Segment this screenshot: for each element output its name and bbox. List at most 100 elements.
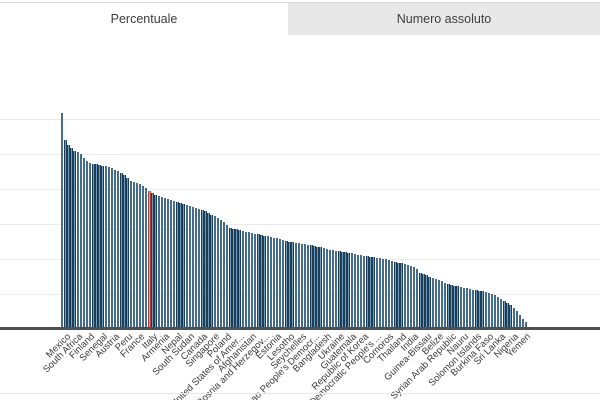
bar[interactable] xyxy=(285,240,288,327)
bar[interactable] xyxy=(338,251,341,327)
bar[interactable] xyxy=(70,148,73,327)
tab-percentuale[interactable]: Percentuale xyxy=(0,3,288,35)
bar[interactable] xyxy=(481,291,484,327)
bar[interactable] xyxy=(76,151,79,327)
bar[interactable] xyxy=(67,145,70,327)
bar[interactable] xyxy=(378,258,382,327)
bar[interactable] xyxy=(95,163,98,327)
bar[interactable] xyxy=(391,261,394,327)
bar[interactable] xyxy=(173,200,176,327)
bar[interactable] xyxy=(198,209,201,327)
bar[interactable] xyxy=(260,234,263,327)
bar[interactable] xyxy=(163,197,167,327)
bar[interactable] xyxy=(85,160,89,327)
bar[interactable] xyxy=(509,304,512,327)
bar[interactable] xyxy=(453,285,456,327)
bar[interactable] xyxy=(229,227,232,327)
bar[interactable] xyxy=(201,209,204,327)
bar[interactable] xyxy=(521,319,525,327)
bar[interactable] xyxy=(207,212,210,327)
bar[interactable] xyxy=(328,249,332,327)
bar[interactable] xyxy=(64,139,67,327)
bar[interactable] xyxy=(300,243,304,327)
bar[interactable] xyxy=(247,231,251,327)
bar[interactable] xyxy=(475,289,478,327)
bar[interactable] xyxy=(278,239,282,327)
bar[interactable] xyxy=(89,163,92,327)
bar[interactable] xyxy=(394,261,397,327)
bar[interactable] xyxy=(132,181,135,327)
bar-highlighted[interactable] xyxy=(148,190,151,327)
bar[interactable] xyxy=(359,255,363,327)
bar[interactable] xyxy=(101,166,104,327)
bar[interactable] xyxy=(437,279,441,327)
bar[interactable] xyxy=(462,288,466,327)
bar[interactable] xyxy=(166,199,170,327)
bar[interactable] xyxy=(303,243,307,327)
bar[interactable] xyxy=(428,276,431,327)
bar[interactable] xyxy=(254,233,257,327)
bar[interactable] xyxy=(176,202,179,327)
bar[interactable] xyxy=(465,288,469,327)
bar[interactable] xyxy=(216,218,220,327)
bar[interactable] xyxy=(310,245,313,327)
bar[interactable] xyxy=(415,269,419,327)
bar[interactable] xyxy=(347,252,350,327)
bar[interactable] xyxy=(431,277,434,327)
bar[interactable] xyxy=(307,245,310,327)
bar[interactable] xyxy=(288,242,291,327)
bar[interactable] xyxy=(226,224,229,327)
bar[interactable] xyxy=(412,267,416,327)
bar[interactable] xyxy=(447,283,450,327)
bar[interactable] xyxy=(138,184,142,327)
bar[interactable] xyxy=(372,257,375,327)
bar[interactable] xyxy=(73,151,76,327)
bar[interactable] xyxy=(344,252,347,327)
bar[interactable] xyxy=(213,215,216,327)
bar[interactable] xyxy=(120,172,123,327)
bar[interactable] xyxy=(419,273,422,327)
bar[interactable] xyxy=(518,315,522,327)
bar[interactable] xyxy=(291,242,294,327)
bar[interactable] xyxy=(493,294,497,327)
bar[interactable] xyxy=(179,203,182,327)
bar[interactable] xyxy=(219,220,223,327)
bar[interactable] xyxy=(363,255,366,327)
bar[interactable] xyxy=(512,307,515,327)
bar[interactable] xyxy=(107,166,111,327)
bar[interactable] xyxy=(440,280,444,327)
bar[interactable] xyxy=(154,194,157,327)
bar[interactable] xyxy=(275,237,279,327)
bar[interactable] xyxy=(104,166,107,327)
bar[interactable] xyxy=(157,196,160,327)
bar[interactable] xyxy=(506,303,509,327)
bar[interactable] xyxy=(135,182,139,327)
bar[interactable] xyxy=(503,301,506,327)
bar[interactable] xyxy=(263,236,266,327)
bar[interactable] xyxy=(325,249,329,327)
bar[interactable] xyxy=(478,291,481,327)
bar[interactable] xyxy=(113,169,117,327)
bar[interactable] xyxy=(524,322,528,327)
bar[interactable] xyxy=(434,279,438,327)
bar[interactable] xyxy=(422,273,425,327)
bar[interactable] xyxy=(459,286,462,327)
bar[interactable] xyxy=(185,205,188,327)
bar[interactable] xyxy=(188,206,192,327)
bar[interactable] xyxy=(353,254,357,327)
bar[interactable] xyxy=(257,233,260,327)
bar[interactable] xyxy=(98,165,101,327)
bar[interactable] xyxy=(316,246,319,327)
bar[interactable] xyxy=(151,193,154,327)
bar[interactable] xyxy=(468,288,472,327)
bar[interactable] xyxy=(282,239,285,327)
bar[interactable] xyxy=(487,292,490,327)
bar[interactable] xyxy=(191,206,195,327)
bar[interactable] xyxy=(294,242,297,327)
bar[interactable] xyxy=(244,231,248,327)
bar[interactable] xyxy=(356,255,360,327)
bar[interactable] xyxy=(204,211,207,327)
bar[interactable] xyxy=(82,157,86,327)
bar[interactable] xyxy=(341,252,344,327)
bar[interactable] xyxy=(272,237,276,327)
